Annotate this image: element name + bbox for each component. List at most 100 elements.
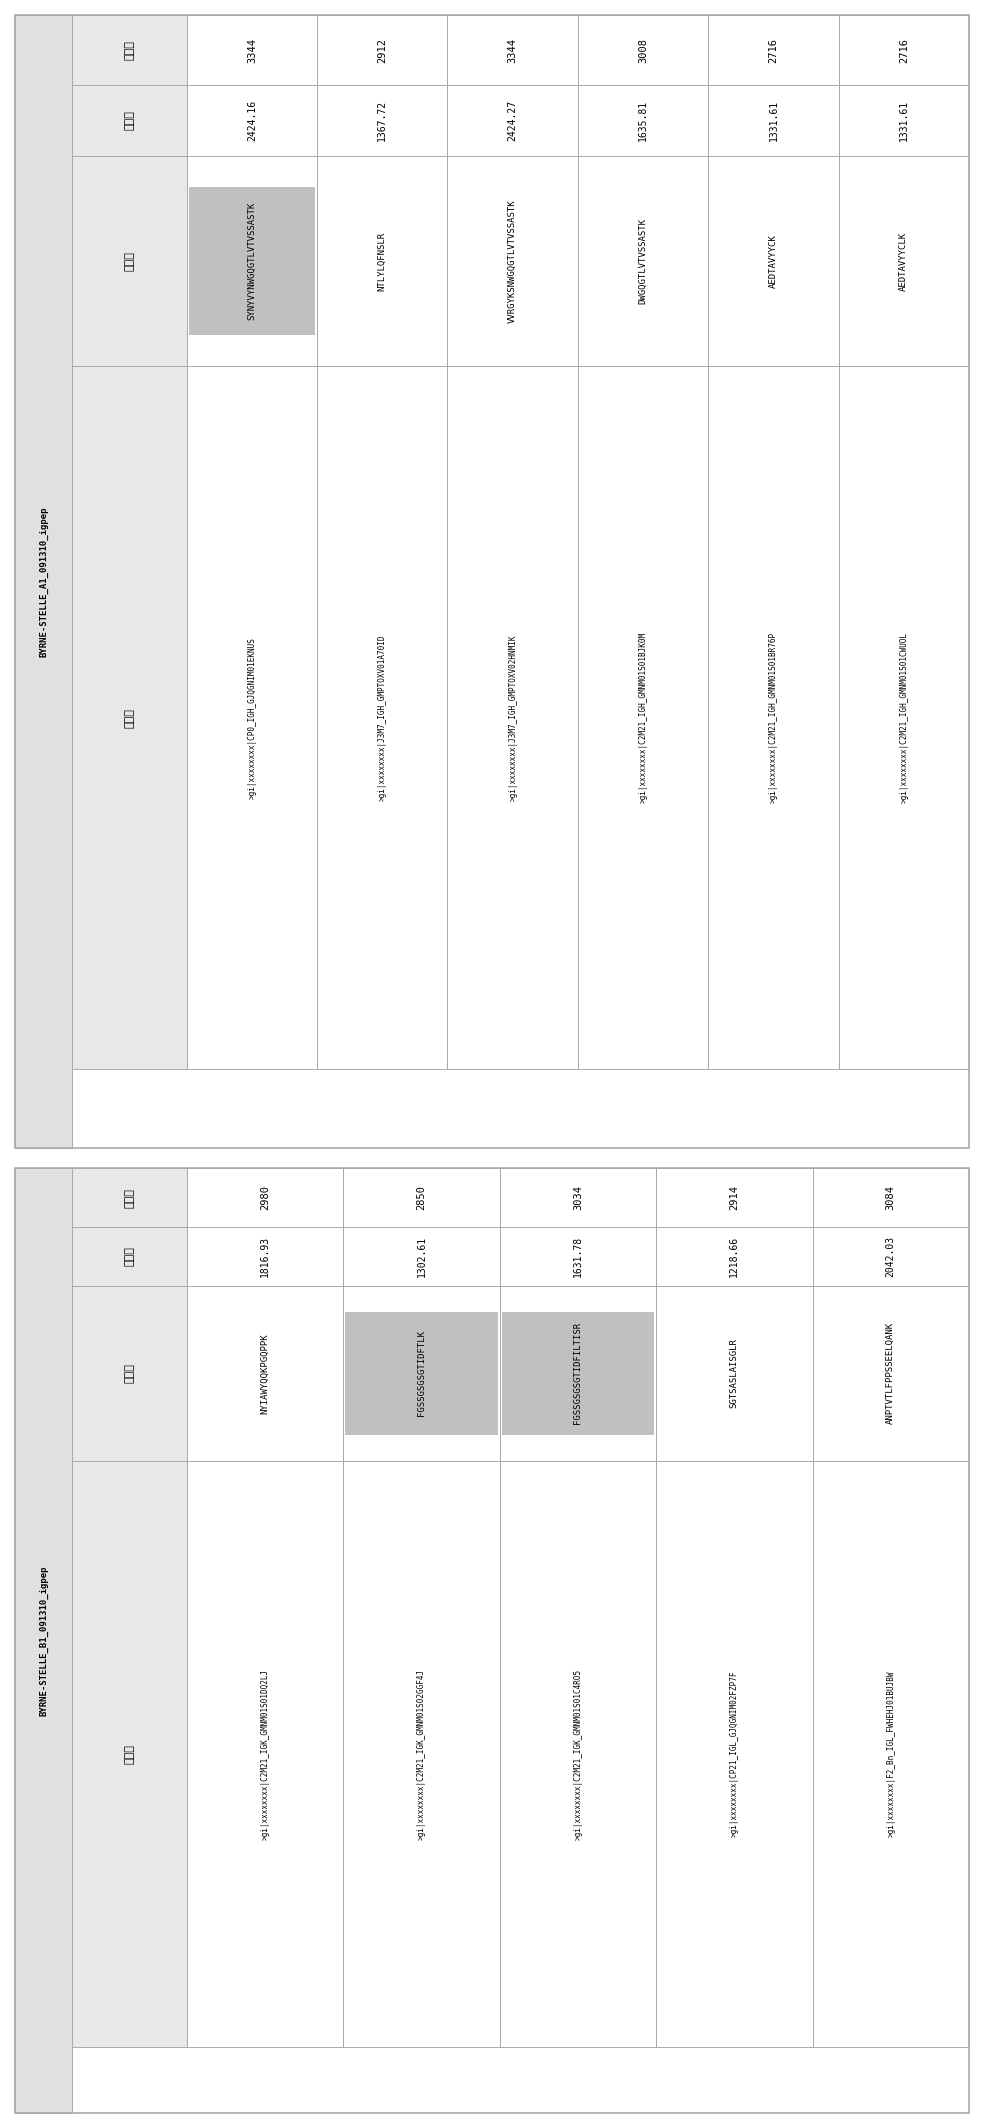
Bar — [187, 85, 317, 155]
Text: 2716: 2716 — [898, 38, 909, 62]
Text: VVRGYKSNWGQGTLVTVSSASTK: VVRGYKSNWGQGTLVTVSSASTK — [508, 200, 518, 323]
Bar — [448, 155, 578, 366]
Bar — [708, 155, 838, 366]
Bar — [345, 1313, 498, 1434]
Text: >gi|xxxxxxxx|C2M21_IGK_GMNM01S01C4RO5: >gi|xxxxxxxx|C2M21_IGK_GMNM01S01C4RO5 — [574, 1668, 583, 1839]
Bar — [500, 1285, 656, 1462]
Text: 肽序列: 肽序列 — [125, 251, 135, 270]
Text: 1331.61: 1331.61 — [898, 100, 909, 140]
Bar — [15, 15, 72, 1149]
Bar — [72, 15, 187, 85]
Text: 3008: 3008 — [638, 38, 648, 62]
Text: NYIAWYQQKPGQPPK: NYIAWYQQKPGQPPK — [261, 1332, 270, 1413]
Bar — [15, 1168, 969, 2113]
Bar — [15, 15, 969, 1149]
Text: 1635.81: 1635.81 — [638, 100, 648, 140]
Bar — [72, 1462, 187, 2047]
Text: 3344: 3344 — [247, 38, 257, 62]
Text: 2914: 2914 — [729, 1185, 739, 1211]
Text: 1816.93: 1816.93 — [260, 1236, 270, 1277]
Bar — [502, 1313, 654, 1434]
Bar — [500, 1228, 656, 1285]
Bar — [500, 1462, 656, 2047]
Bar — [189, 187, 315, 334]
Text: >gi|xxxxxxxx|J3M7_IGH_GMPTOXV01A70ID: >gi|xxxxxxxx|J3M7_IGH_GMPTOXV01A70ID — [378, 634, 387, 800]
Text: BYRNE-STELLE_A1_091310_igpep: BYRNE-STELLE_A1_091310_igpep — [39, 506, 48, 658]
Text: 3084: 3084 — [886, 1185, 895, 1211]
Bar — [317, 85, 448, 155]
Bar — [448, 366, 578, 1068]
Text: 序列头: 序列头 — [125, 709, 135, 728]
Bar — [72, 1228, 187, 1285]
Bar — [838, 155, 969, 366]
Bar — [448, 85, 578, 155]
Text: >gi|xxxxxxxx|C2M21_IGH_GMNM01S01CWUOL: >gi|xxxxxxxx|C2M21_IGH_GMNM01S01CWUOL — [899, 632, 908, 802]
Bar — [187, 1168, 343, 1228]
Bar — [187, 1462, 343, 2047]
Text: 肽质量: 肽质量 — [125, 1247, 135, 1266]
Bar — [708, 15, 838, 85]
Bar — [343, 1285, 500, 1462]
Bar — [708, 85, 838, 155]
Text: 1631.78: 1631.78 — [573, 1236, 583, 1277]
Text: >gi|xxxxxxxx|C2M21_IGH_GMNM01S01BJK0M: >gi|xxxxxxxx|C2M21_IGH_GMNM01S01BJK0M — [639, 632, 647, 802]
Bar — [578, 366, 708, 1068]
Bar — [72, 1285, 187, 1462]
Bar — [187, 155, 317, 366]
Bar — [72, 85, 187, 155]
Bar — [656, 1168, 813, 1228]
Bar — [500, 1168, 656, 1228]
Bar — [317, 366, 448, 1068]
Bar — [317, 15, 448, 85]
Bar — [656, 1285, 813, 1462]
Text: 2850: 2850 — [416, 1185, 426, 1211]
Text: 扫描号: 扫描号 — [125, 40, 135, 60]
Text: 2980: 2980 — [260, 1185, 270, 1211]
Text: 2424.27: 2424.27 — [508, 100, 518, 140]
Text: AEDTAVYYCK: AEDTAVYYCK — [769, 234, 778, 287]
Bar — [813, 1462, 969, 2047]
Text: >gi|xxxxxxxx|F2_Bn_IGL_FWHEHJ01BUJBW: >gi|xxxxxxxx|F2_Bn_IGL_FWHEHJ01BUJBW — [887, 1670, 895, 1836]
Text: 1331.61: 1331.61 — [769, 100, 778, 140]
Bar — [813, 1228, 969, 1285]
Bar — [187, 15, 317, 85]
Text: >gi|xxxxxxxx|CP0_IGH_GJQGNIM01EKNUS: >gi|xxxxxxxx|CP0_IGH_GJQGNIM01EKNUS — [247, 636, 257, 798]
Text: 2716: 2716 — [769, 38, 778, 62]
Text: AEDTAVYYCLK: AEDTAVYYCLK — [899, 232, 908, 292]
Text: NTLYLQFNSLR: NTLYLQFNSLR — [378, 232, 387, 292]
Text: >gi|xxxxxxxx|C2M21_IGK_GMNM01S02GGF4J: >gi|xxxxxxxx|C2M21_IGK_GMNM01S02GGF4J — [417, 1668, 426, 1839]
Bar — [343, 1168, 500, 1228]
Text: 2912: 2912 — [377, 38, 388, 62]
Bar — [448, 15, 578, 85]
Text: 扫描号: 扫描号 — [125, 1187, 135, 1209]
Bar — [813, 1168, 969, 1228]
Bar — [656, 1228, 813, 1285]
Bar — [578, 85, 708, 155]
Bar — [187, 1285, 343, 1462]
Bar — [578, 155, 708, 366]
Text: BYRNE-STELLE_B1_091310_igpep: BYRNE-STELLE_B1_091310_igpep — [39, 1566, 48, 1715]
Text: SGTSASLAISGLR: SGTSASLAISGLR — [730, 1339, 739, 1409]
Text: >gi|xxxxxxxx|C2M21_IGH_GMNM01S01BR76P: >gi|xxxxxxxx|C2M21_IGH_GMNM01S01BR76P — [769, 632, 778, 802]
Bar — [317, 155, 448, 366]
Bar — [838, 15, 969, 85]
Text: SYNYVYNWGQGTLVTVSSASTK: SYNYVYNWGQGTLVTVSSASTK — [247, 202, 257, 319]
Bar — [656, 1462, 813, 2047]
Bar — [813, 1285, 969, 1462]
Bar — [187, 366, 317, 1068]
Text: DWGQGTLVTVSSASTK: DWGQGTLVTVSSASTK — [639, 217, 647, 304]
Bar — [343, 1228, 500, 1285]
Text: 3034: 3034 — [573, 1185, 583, 1211]
Text: 序列头: 序列头 — [125, 1745, 135, 1764]
Text: >gi|xxxxxxxx|J3M7_IGH_GMPTOXV02HNMIK: >gi|xxxxxxxx|J3M7_IGH_GMPTOXV02HNMIK — [508, 634, 518, 800]
Bar — [708, 366, 838, 1068]
Bar — [72, 1168, 187, 1228]
Text: 肽序列: 肽序列 — [125, 1364, 135, 1383]
Bar — [72, 155, 187, 366]
Bar — [578, 15, 708, 85]
Text: 1302.61: 1302.61 — [416, 1236, 426, 1277]
Text: >gi|xxxxxxxx|CP21_IGL_GJQGNIM02FZP7F: >gi|xxxxxxxx|CP21_IGL_GJQGNIM02FZP7F — [730, 1670, 739, 1836]
Text: >gi|xxxxxxxx|C2M21_IGK_GMNM01S01DQ2LJ: >gi|xxxxxxxx|C2M21_IGK_GMNM01S01DQ2LJ — [261, 1668, 270, 1839]
Bar — [187, 1228, 343, 1285]
Text: 2042.03: 2042.03 — [886, 1236, 895, 1277]
